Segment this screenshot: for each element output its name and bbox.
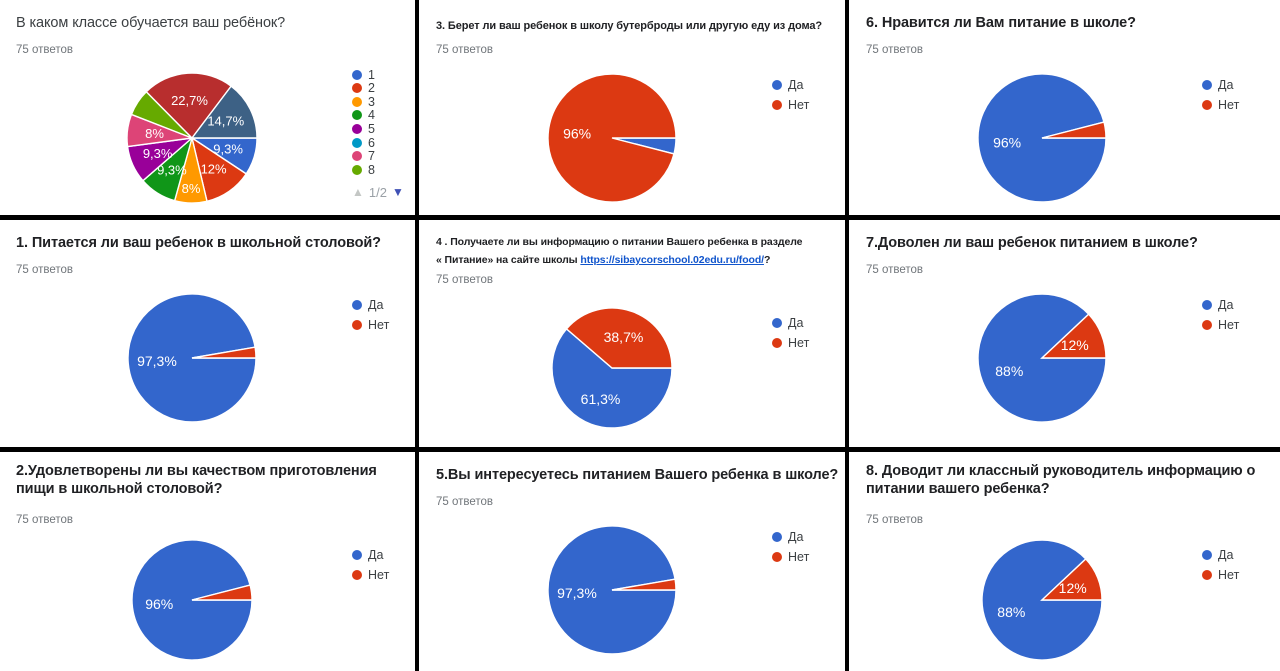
svg-text:12%: 12%	[1059, 580, 1087, 596]
svg-text:9,3%: 9,3%	[143, 146, 173, 161]
svg-text:88%: 88%	[997, 604, 1025, 620]
svg-text:8%: 8%	[145, 126, 164, 141]
svg-text:22,7%: 22,7%	[171, 93, 208, 108]
svg-text:38,7%: 38,7%	[604, 329, 644, 345]
svg-text:9,3%: 9,3%	[213, 141, 243, 156]
svg-text:12%: 12%	[1061, 337, 1089, 353]
svg-text:88%: 88%	[995, 363, 1023, 379]
svg-text:96%: 96%	[145, 596, 173, 612]
svg-text:61,3%: 61,3%	[581, 391, 621, 407]
svg-text:97,3%: 97,3%	[557, 585, 597, 601]
svg-text:96%: 96%	[993, 134, 1021, 150]
svg-text:14,7%: 14,7%	[207, 114, 244, 129]
svg-text:96%: 96%	[563, 126, 591, 142]
svg-text:8%: 8%	[182, 181, 201, 196]
svg-text:97,3%: 97,3%	[137, 353, 177, 369]
svg-text:12%: 12%	[201, 161, 227, 176]
